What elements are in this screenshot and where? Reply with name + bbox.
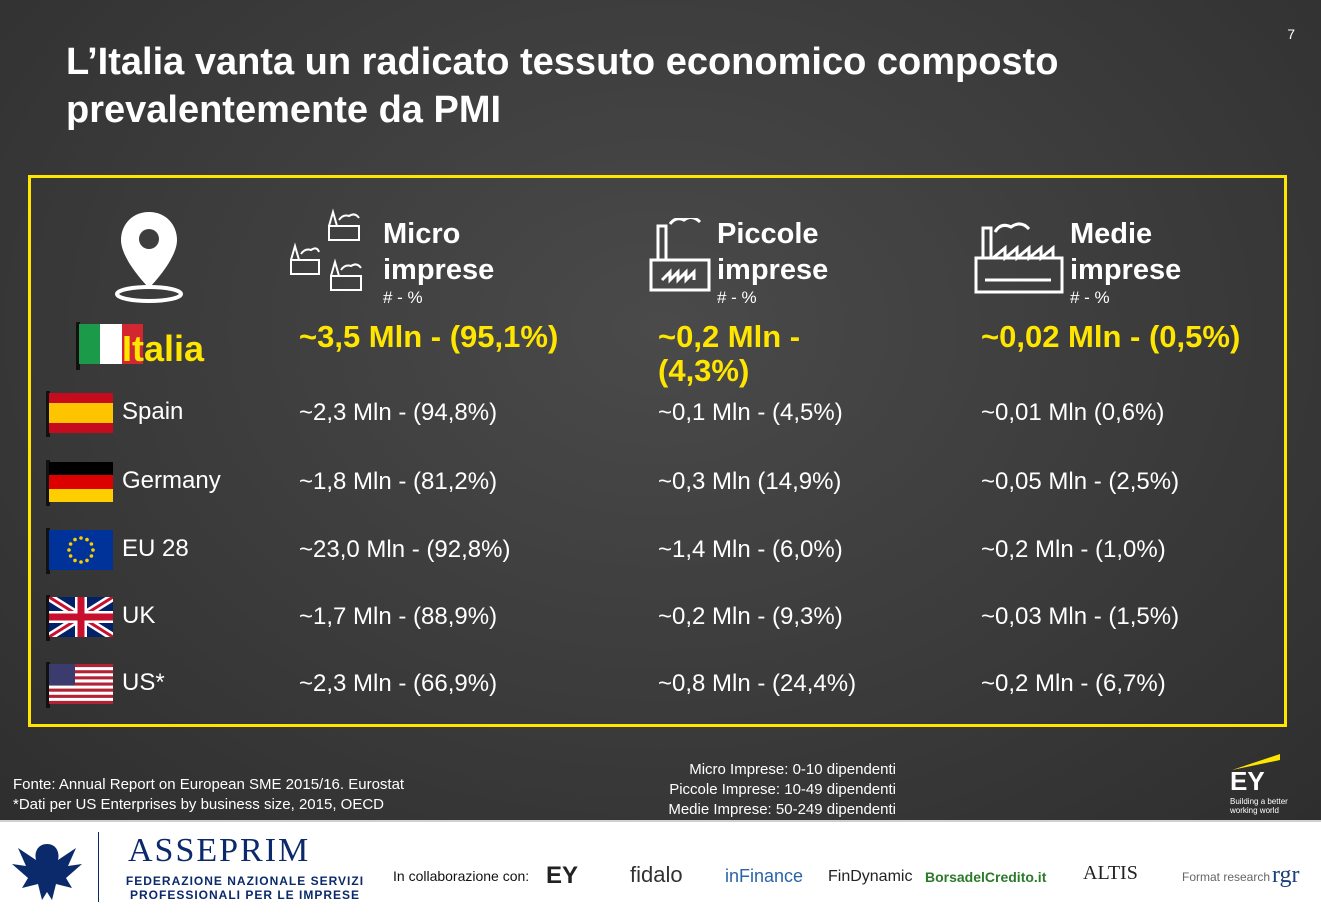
column-label: imprese [383, 254, 495, 286]
legend-line: Piccole Imprese: 10-49 dipendenti [669, 781, 896, 798]
page-number: 7 [1287, 26, 1295, 42]
value-micro: ~2,3 Mln - (94,8%) [299, 399, 498, 426]
flag-pole [46, 662, 50, 708]
partner-logo-findynamic: FinDynamic [828, 868, 913, 885]
value-micro: ~1,8 Mln - (81,2%) [299, 468, 498, 495]
ey-logo: EY Building a better working world [1228, 752, 1298, 815]
column-label: Medie [1070, 218, 1153, 250]
legend-line: Micro Imprese: 0-10 dipendenti [689, 761, 896, 778]
country-label: Spain [122, 398, 184, 425]
slide: 7 L’Italia vanta un radicato tessuto eco… [0, 0, 1321, 820]
ey-wordmark: EY [1230, 766, 1265, 796]
column-header-medie: Medie imprese # - % [1070, 216, 1181, 308]
value-medie: ~0,01 Mln (0,6%) [981, 399, 1165, 426]
ey-tagline-2: working world [1230, 806, 1279, 815]
table-row-germany: Germany ~1,8 Mln - (81,2%) ~0,3 Mln (14,… [31, 460, 1284, 506]
country-label: Italia [122, 328, 205, 369]
column-label: imprese [1070, 254, 1182, 286]
uk-flag-icon [49, 597, 113, 637]
germany-flag-icon [49, 462, 113, 502]
source-note: Fonte: Annual Report on European SME 201… [13, 775, 404, 815]
table-row-eu28: EU 28 ~23,0 Mln - (92,8%) ~1,4 Mln - (6,… [31, 528, 1284, 574]
legend-line: Medie Imprese: 50-249 dipendenti [668, 801, 896, 818]
collab-label: In collaborazione con: [393, 868, 530, 884]
comparison-table: Micro imprese # - % Piccole imprese # - … [28, 175, 1287, 727]
title-line-1: L’Italia vanta un radicato tessuto econo… [66, 41, 1059, 83]
partner-logo-rgr: rgr [1272, 862, 1300, 888]
title-line-2: prevalentemente da PMI [66, 89, 502, 131]
column-label: Piccole [717, 218, 819, 250]
value-piccole: ~0,1 Mln - (4,5%) [658, 399, 843, 426]
table-row-us: US* ~2,3 Mln - (66,9%) ~0,8 Mln - (24,4%… [31, 662, 1284, 708]
value-medie: ~0,02 Mln - (0,5%) [981, 319, 1241, 354]
location-pin-icon [115, 212, 183, 303]
ey-beam-icon [1232, 754, 1280, 770]
value-medie: ~0,05 Mln - (2,5%) [981, 468, 1180, 495]
table-row-italia: Italia ~3,5 Mln - (95,1%) ~0,2 Mln - (4,… [31, 320, 1284, 388]
value-piccole: ~0,3 Mln (14,9%) [658, 468, 842, 495]
italy-flag-icon [79, 324, 143, 364]
source-line-2: *Dati per US Enterprises by business siz… [13, 796, 384, 813]
desc-line: FEDERAZIONE NAZIONALE SERVIZI [125, 874, 365, 888]
flag-pole [46, 595, 50, 641]
value-piccole: ~0,8 Mln - (24,4%) [658, 670, 857, 697]
table-row-uk: UK ~1,7 Mln - (88,9%) ~0,2 Mln - (9,3%) … [31, 595, 1284, 641]
column-sub: # - % [383, 288, 423, 307]
country-label: Germany [122, 467, 221, 494]
column-label: Micro [383, 218, 461, 250]
eagle-logo-icon [12, 844, 82, 900]
flag-pole [46, 460, 50, 506]
partner-logo-borsadelcredito: BorsadelCredito.it [925, 869, 1047, 885]
value-micro: ~23,0 Mln - (92,8%) [299, 536, 511, 563]
country-label: UK [122, 602, 156, 629]
column-header-piccole: Piccole imprese # - % [717, 216, 828, 308]
value-piccole: ~1,4 Mln - (6,0%) [658, 536, 843, 563]
value-piccole: ~0,2 Mln - (4,3%) [658, 319, 801, 388]
value-micro: ~3,5 Mln - (95,1%) [299, 319, 559, 354]
size-legend: Micro Imprese: 0-10 dipendenti Piccole I… [600, 760, 896, 820]
flag-pole [46, 391, 50, 437]
us-flag-icon [49, 664, 113, 704]
footer-bar: ASSEPRIM FEDERAZIONE NAZIONALE SERVIZI P… [0, 820, 1321, 913]
value-medie: ~0,03 Mln - (1,5%) [981, 603, 1180, 630]
source-line-1: Fonte: Annual Report on European SME 201… [13, 776, 405, 793]
partner-logo-fidalo: fidalo [630, 862, 683, 887]
column-sub: # - % [1070, 288, 1110, 307]
partner-logo-altis: ALTIS [1083, 862, 1138, 884]
slide-title: L’Italia vanta un radicato tessuto econo… [66, 38, 1216, 134]
column-sub: # - % [717, 288, 757, 307]
column-header-micro: Micro imprese # - % [383, 216, 494, 308]
partner-logo-ey: EY [546, 862, 579, 889]
medium-factory-icon [974, 222, 1064, 294]
small-factory-icon [649, 218, 711, 292]
flag-pole [76, 322, 80, 370]
partner-logo-format-research: Format research [1182, 870, 1271, 884]
spain-flag-icon [49, 393, 113, 433]
column-label: imprese [717, 254, 829, 286]
asseprim-description: FEDERAZIONE NAZIONALE SERVIZI PROFESSION… [110, 874, 380, 902]
value-micro: ~2,3 Mln - (66,9%) [299, 670, 498, 697]
country-label: EU 28 [122, 535, 189, 562]
divider [98, 832, 99, 902]
table-row-spain: Spain ~2,3 Mln - (94,8%) ~0,1 Mln - (4,5… [31, 391, 1284, 437]
partner-logo-infinance: inFinance [725, 866, 804, 886]
asseprim-wordmark: ASSEPRIM [128, 832, 311, 869]
ey-tagline-1: Building a better [1230, 797, 1288, 806]
value-medie: ~0,2 Mln - (1,0%) [981, 536, 1166, 563]
value-piccole: ~0,2 Mln - (9,3%) [658, 603, 843, 630]
micro-factory-icon [290, 208, 362, 291]
value-medie: ~0,2 Mln - (6,7%) [981, 670, 1166, 697]
country-label: US* [122, 669, 165, 696]
value-micro: ~1,7 Mln - (88,9%) [299, 603, 498, 630]
desc-line: PROFESSIONALI PER LE IMPRESE [129, 888, 361, 902]
flag-pole [46, 528, 50, 574]
eu-flag-icon [49, 530, 113, 570]
